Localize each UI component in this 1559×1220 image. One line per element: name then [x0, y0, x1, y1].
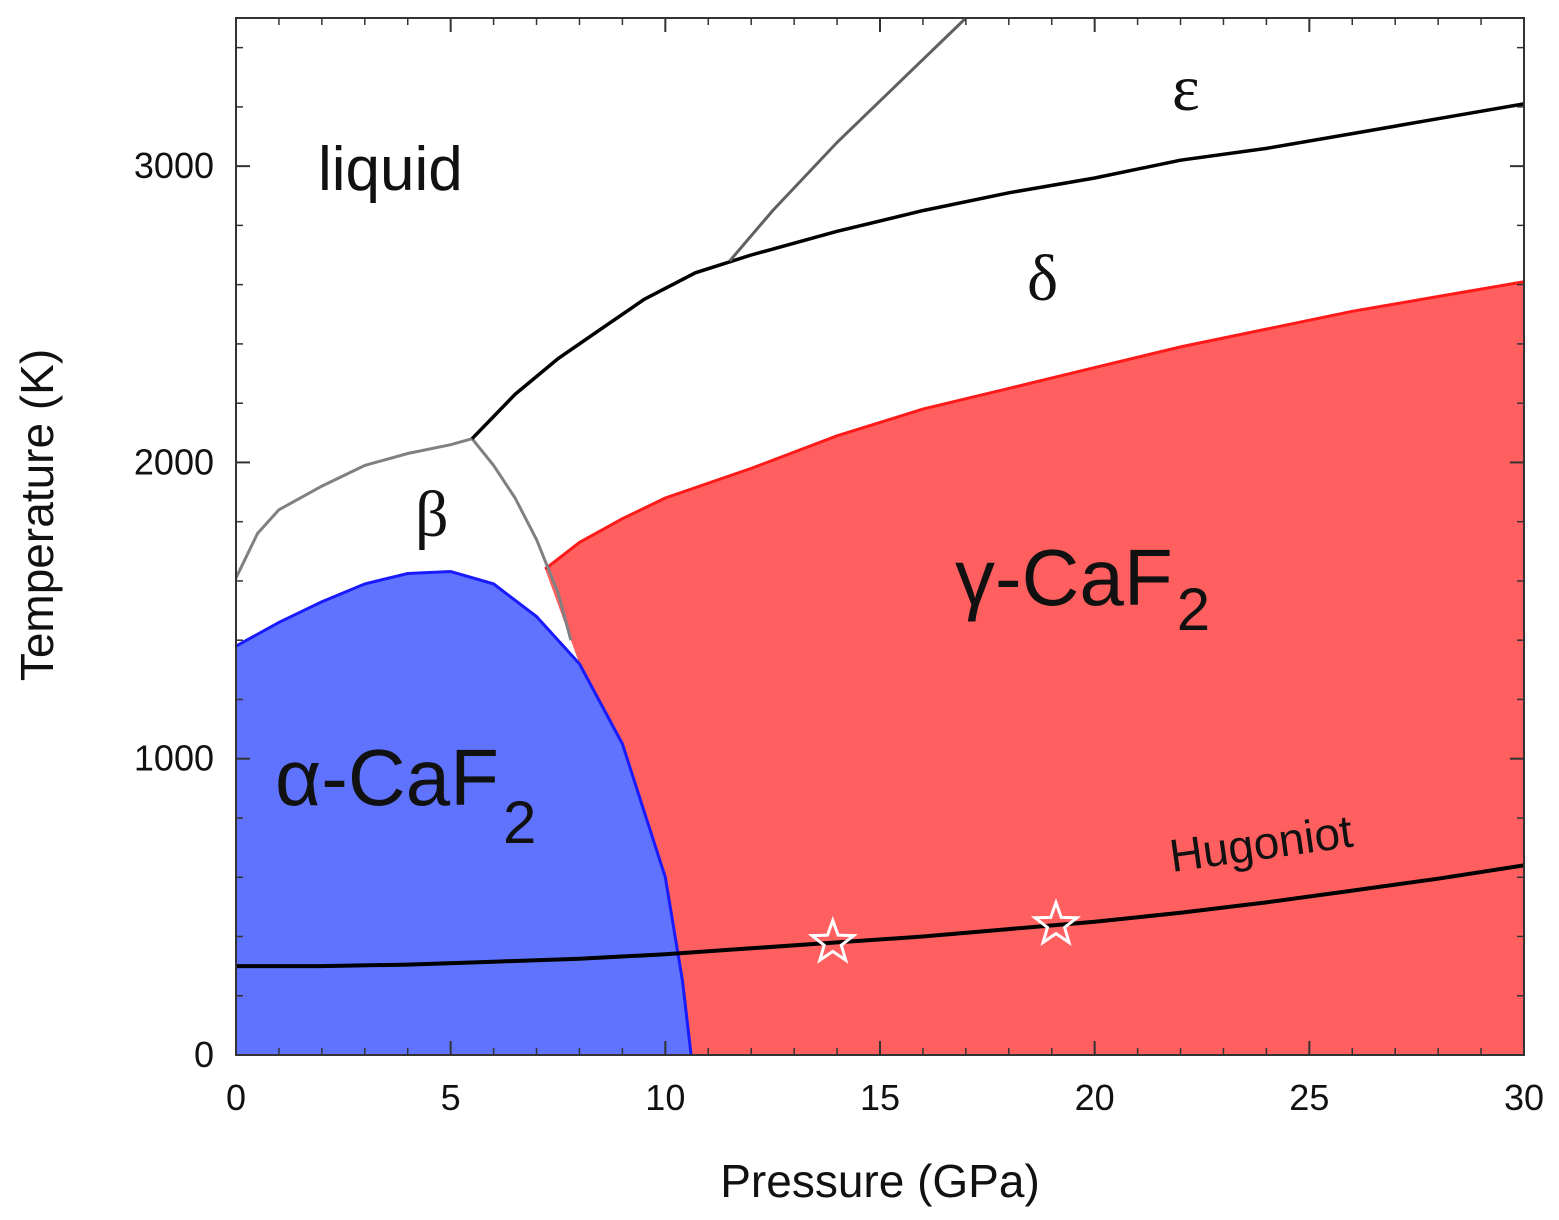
- gamma-caf2-label: γ-CaF2: [955, 533, 1210, 643]
- y-tick-label-2000: 2000: [134, 441, 214, 482]
- alpha-caf2-label-main: α-CaF: [275, 733, 499, 822]
- gamma-region: [545, 281, 1524, 1055]
- beta-label: β: [415, 478, 449, 551]
- epsilon-label: ε: [1172, 52, 1200, 125]
- gamma-boundary-line: [544, 280, 1524, 571]
- hugoniot-line: [236, 863, 1524, 969]
- alpha-region: [236, 571, 692, 1055]
- beta-gamma-boundary-line: [470, 437, 573, 641]
- y-tick-label-3000: 3000: [134, 145, 214, 186]
- x-tick-label-25: 25: [1289, 1077, 1329, 1118]
- y-axis-label: Temperature (K): [11, 349, 63, 681]
- x-axis-label: Pressure (GPa): [720, 1155, 1040, 1207]
- delta-label: δ: [1027, 242, 1058, 315]
- liquid-label: liquid: [318, 135, 463, 204]
- delta-epsilon-boundary-line: [728, 18, 967, 262]
- x-tick-label-20: 20: [1075, 1077, 1115, 1118]
- gamma-caf2-label-subscript: 2: [1177, 576, 1210, 643]
- plot-area: [236, 18, 1524, 1055]
- star-marker-2: [1030, 898, 1082, 947]
- chart-marks: 0 5 10 15 20 25 30 0 1000 2000 3000: [134, 17, 1544, 1118]
- x-tick-label-0: 0: [226, 1077, 246, 1118]
- x-tick-label-10: 10: [645, 1077, 685, 1118]
- y-tick-label-1000: 1000: [134, 738, 214, 779]
- star-marker-1: [807, 915, 858, 964]
- gamma-caf2-label-main: γ-CaF: [955, 533, 1173, 622]
- x-tick-label-5: 5: [441, 1077, 461, 1118]
- alpha-caf2-label: α-CaF2: [275, 733, 536, 856]
- alpha-boundary-line: [236, 569, 693, 1055]
- y-tick-label-0: 0: [194, 1034, 214, 1075]
- beta-upper-boundary-line: [236, 437, 473, 579]
- x-tick-label-15: 15: [860, 1077, 900, 1118]
- x-tick-label-30: 30: [1504, 1077, 1544, 1118]
- melting-line: [470, 102, 1524, 440]
- alpha-caf2-label-subscript: 2: [503, 789, 536, 856]
